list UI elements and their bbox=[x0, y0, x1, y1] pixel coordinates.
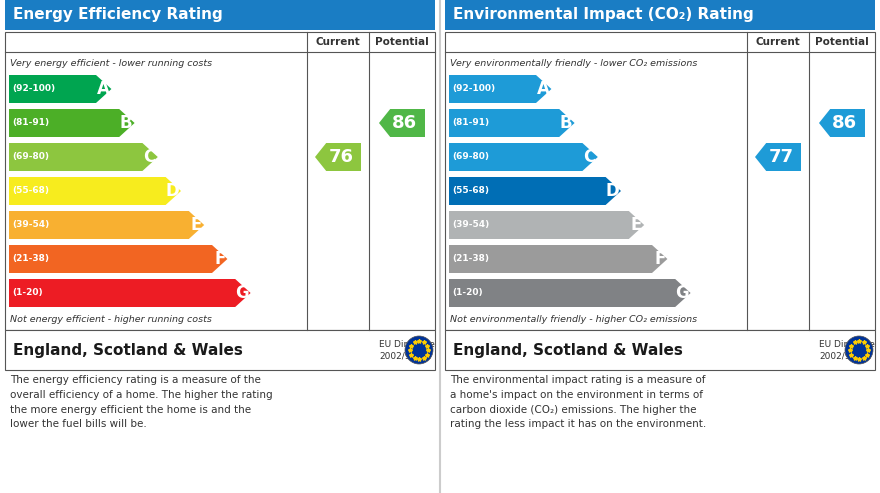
Text: F: F bbox=[654, 250, 665, 268]
Polygon shape bbox=[819, 109, 865, 137]
Polygon shape bbox=[9, 211, 204, 239]
Text: (55-68): (55-68) bbox=[452, 186, 489, 196]
Polygon shape bbox=[449, 211, 644, 239]
Text: F: F bbox=[214, 250, 225, 268]
Text: (69-80): (69-80) bbox=[12, 152, 49, 162]
Text: Not energy efficient - higher running costs: Not energy efficient - higher running co… bbox=[10, 315, 212, 323]
Text: D: D bbox=[165, 182, 179, 200]
Polygon shape bbox=[9, 245, 227, 273]
Text: England, Scotland & Wales: England, Scotland & Wales bbox=[13, 343, 243, 357]
Polygon shape bbox=[9, 109, 135, 137]
Text: (39-54): (39-54) bbox=[452, 220, 489, 230]
Text: Very environmentally friendly - lower CO₂ emissions: Very environmentally friendly - lower CO… bbox=[450, 59, 697, 68]
Text: A: A bbox=[537, 80, 549, 98]
Text: (69-80): (69-80) bbox=[452, 152, 489, 162]
Text: (21-38): (21-38) bbox=[452, 254, 489, 263]
Text: England, Scotland & Wales: England, Scotland & Wales bbox=[453, 343, 683, 357]
Text: E: E bbox=[191, 216, 202, 234]
Text: (1-20): (1-20) bbox=[452, 288, 482, 297]
Text: B: B bbox=[560, 114, 573, 132]
Text: Current: Current bbox=[756, 37, 801, 47]
Text: G: G bbox=[235, 284, 249, 302]
Text: (92-100): (92-100) bbox=[452, 84, 495, 94]
Text: C: C bbox=[143, 148, 156, 166]
Text: (21-38): (21-38) bbox=[12, 254, 49, 263]
Polygon shape bbox=[9, 143, 158, 171]
Polygon shape bbox=[449, 177, 621, 205]
Text: (1-20): (1-20) bbox=[12, 288, 42, 297]
Polygon shape bbox=[449, 245, 667, 273]
Text: (92-100): (92-100) bbox=[12, 84, 55, 94]
Bar bbox=[445, 330, 875, 370]
Polygon shape bbox=[449, 109, 575, 137]
Text: EU Directive
2002/91/EC: EU Directive 2002/91/EC bbox=[819, 340, 875, 361]
Text: (55-68): (55-68) bbox=[12, 186, 49, 196]
Polygon shape bbox=[755, 143, 801, 171]
Polygon shape bbox=[315, 143, 361, 171]
Polygon shape bbox=[449, 279, 691, 307]
Bar bbox=[5, 32, 435, 330]
Text: The energy efficiency rating is a measure of the
overall efficiency of a home. T: The energy efficiency rating is a measur… bbox=[10, 375, 273, 429]
Text: D: D bbox=[605, 182, 619, 200]
Circle shape bbox=[845, 336, 873, 364]
Polygon shape bbox=[9, 177, 181, 205]
Bar bbox=[445, 0, 875, 30]
Text: 77: 77 bbox=[768, 148, 793, 166]
Polygon shape bbox=[449, 75, 552, 103]
Text: (39-54): (39-54) bbox=[12, 220, 49, 230]
Polygon shape bbox=[379, 109, 425, 137]
Polygon shape bbox=[449, 143, 598, 171]
Bar bbox=[5, 330, 435, 370]
Text: The environmental impact rating is a measure of
a home's impact on the environme: The environmental impact rating is a mea… bbox=[450, 375, 707, 429]
Bar bbox=[445, 32, 875, 330]
Text: 86: 86 bbox=[832, 114, 857, 132]
Text: Not environmentally friendly - higher CO₂ emissions: Not environmentally friendly - higher CO… bbox=[450, 315, 697, 323]
Text: B: B bbox=[120, 114, 133, 132]
Polygon shape bbox=[9, 279, 251, 307]
Text: EU Directive
2002/91/EC: EU Directive 2002/91/EC bbox=[379, 340, 435, 361]
Text: Very energy efficient - lower running costs: Very energy efficient - lower running co… bbox=[10, 59, 212, 68]
Text: Potential: Potential bbox=[815, 37, 869, 47]
Text: Current: Current bbox=[316, 37, 361, 47]
Text: (81-91): (81-91) bbox=[12, 118, 49, 128]
Bar bbox=[5, 0, 435, 30]
Text: Potential: Potential bbox=[375, 37, 429, 47]
Text: G: G bbox=[675, 284, 688, 302]
Text: Environmental Impact (CO₂) Rating: Environmental Impact (CO₂) Rating bbox=[453, 7, 754, 23]
Text: 86: 86 bbox=[392, 114, 417, 132]
Text: (81-91): (81-91) bbox=[452, 118, 489, 128]
Text: 76: 76 bbox=[328, 148, 353, 166]
Circle shape bbox=[405, 336, 433, 364]
Text: C: C bbox=[583, 148, 596, 166]
Text: Energy Efficiency Rating: Energy Efficiency Rating bbox=[13, 7, 223, 23]
Text: E: E bbox=[631, 216, 642, 234]
Text: A: A bbox=[97, 80, 109, 98]
Polygon shape bbox=[9, 75, 112, 103]
